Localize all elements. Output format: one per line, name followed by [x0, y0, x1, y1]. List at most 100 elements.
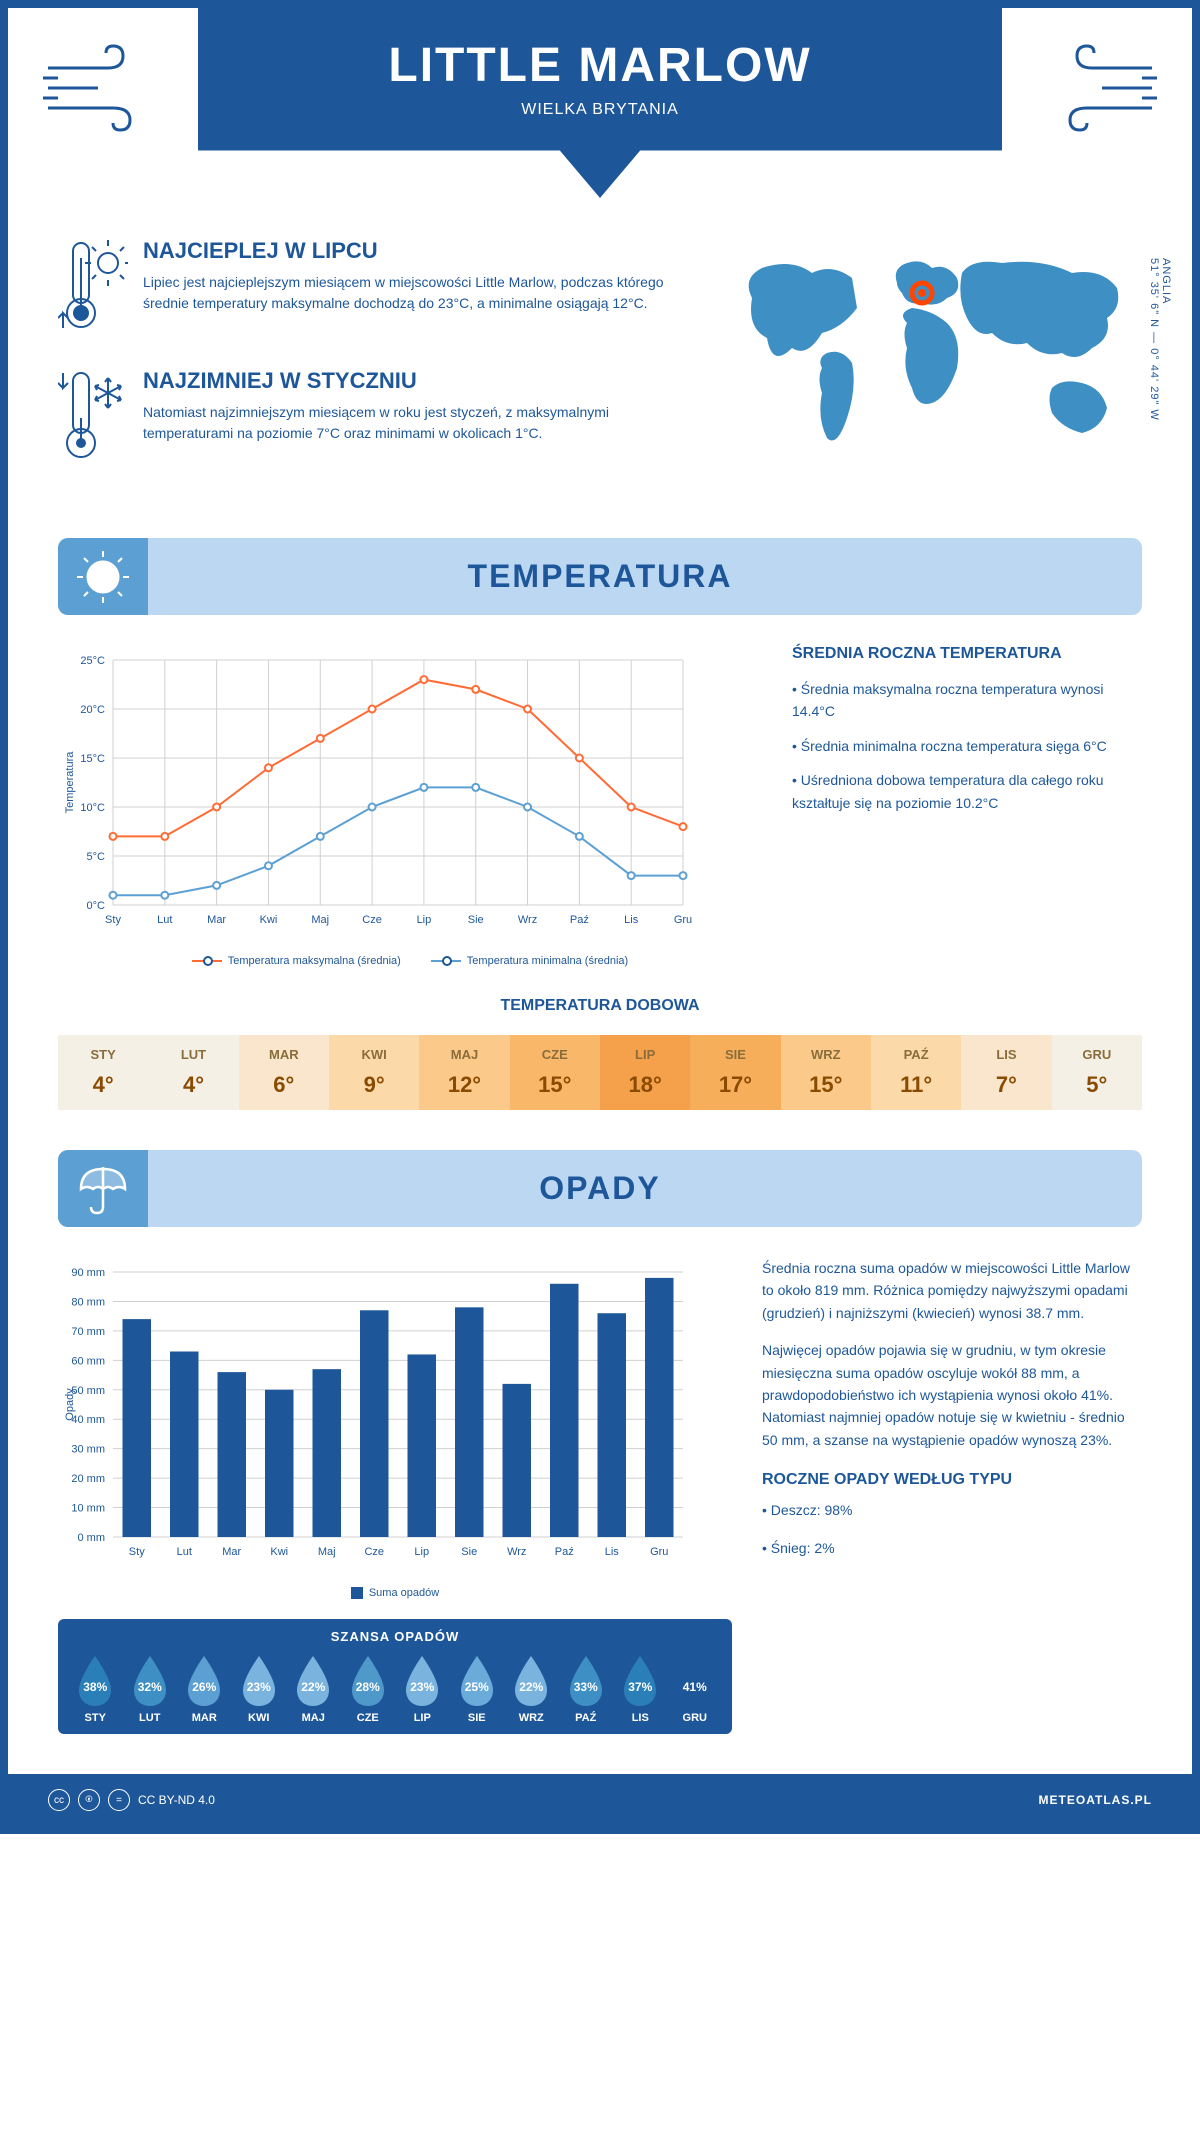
svg-text:15°C: 15°C [80, 753, 105, 765]
svg-text:Sie: Sie [461, 1546, 477, 1558]
temp-cell-month: SIE [694, 1047, 776, 1062]
annual-bullet: • Średnia minimalna roczna temperatura s… [792, 735, 1142, 757]
drop-label: SIE [452, 1712, 502, 1724]
svg-text:Maj: Maj [318, 1546, 336, 1558]
sun-icon [58, 538, 148, 615]
chance-drop: 41%GRU [670, 1654, 720, 1724]
drop-icon: 23% [400, 1654, 444, 1708]
daily-title: TEMPERATURA DOBOWA [58, 997, 1142, 1015]
svg-text:Paź: Paź [570, 914, 589, 926]
drop-icon: 41% [673, 1654, 717, 1708]
top-left: NAJCIEPLEJ W LIPCU Lipiec jest najcieple… [58, 238, 682, 498]
temp-cell-month: CZE [514, 1047, 596, 1062]
temp-cell-month: PAŹ [875, 1047, 957, 1062]
temp-chart: 0°C5°C10°C15°C20°C25°CStyLutMarKwiMajCze… [58, 645, 762, 967]
chance-drop: 26%MAR [179, 1654, 229, 1724]
coldest-title: NAJZIMNIEJ W STYCZNIU [143, 368, 682, 394]
temp-annual: ŚREDNIA ROCZNA TEMPERATURA • Średnia mak… [792, 645, 1142, 967]
chance-drop: 33%PAŹ [561, 1654, 611, 1724]
svg-text:Gru: Gru [674, 914, 692, 926]
drop-label: KWI [234, 1712, 284, 1724]
svg-text:20 mm: 20 mm [71, 1473, 105, 1485]
temp-cell-value: 4° [152, 1072, 234, 1098]
precip-section-header: OPADY [58, 1150, 1142, 1227]
svg-text:Opady: Opady [64, 1388, 76, 1421]
svg-text:20°C: 20°C [80, 704, 105, 716]
temp-cell-month: KWI [333, 1047, 415, 1062]
svg-text:Lis: Lis [605, 1546, 620, 1558]
temp-cell-month: MAR [243, 1047, 325, 1062]
temp-cell-month: WRZ [785, 1047, 867, 1062]
svg-text:Sie: Sie [468, 914, 484, 926]
coldest-block: NAJZIMNIEJ W STYCZNIU Natomiast najzimni… [58, 368, 682, 468]
svg-text:60 mm: 60 mm [71, 1355, 105, 1367]
coldest-text: Natomiast najzimniejszym miesiącem w rok… [143, 402, 682, 444]
temp-table: STY4°LUT4°MAR6°KWI9°MAJ12°CZE15°LIP18°SI… [58, 1035, 1142, 1110]
footer-site: METEOATLAS.PL [1039, 1793, 1152, 1807]
temp-cell-month: GRU [1056, 1047, 1138, 1062]
precip-chart: 0 mm10 mm20 mm30 mm40 mm50 mm60 mm70 mm8… [58, 1257, 698, 1577]
drop-icon: 38% [73, 1654, 117, 1708]
legend-min: Temperatura minimalna (średnia) [467, 955, 628, 967]
coordinates: ANGLIA 51° 35' 6" N — 0° 44' 29" W [1148, 258, 1172, 421]
temp-cell: LIS7° [961, 1035, 1051, 1110]
svg-text:Temperatura: Temperatura [64, 751, 76, 814]
type-bullet: • Deszcz: 98% [762, 1499, 1142, 1521]
page-title: LITTLE MARLOW [218, 38, 982, 93]
temp-cell: MAR6° [239, 1035, 329, 1110]
drop-icon: 22% [291, 1654, 335, 1708]
temp-cell-value: 9° [333, 1072, 415, 1098]
region-label: ANGLIA [1160, 258, 1172, 304]
footer-license: cc 🅯 = CC BY-ND 4.0 [48, 1789, 215, 1811]
annual-bullet: • Uśredniona dobowa temperatura dla całe… [792, 769, 1142, 814]
precip-legend: Suma opadów [58, 1587, 732, 1599]
precip-text1: Średnia roczna suma opadów w miejscowośc… [762, 1257, 1142, 1324]
temp-cell: CZE15° [510, 1035, 600, 1110]
temp-cell-value: 18° [604, 1072, 686, 1098]
temp-cell-value: 11° [875, 1072, 957, 1098]
temp-cell: SIE17° [690, 1035, 780, 1110]
chance-drop: 25%SIE [452, 1654, 502, 1724]
temp-heading: TEMPERATURA [78, 558, 1122, 595]
svg-text:5°C: 5°C [87, 851, 106, 863]
drop-label: STY [70, 1712, 120, 1724]
svg-text:Kwi: Kwi [270, 1546, 288, 1558]
precip-left: 0 mm10 mm20 mm30 mm40 mm50 mm60 mm70 mm8… [58, 1257, 732, 1734]
svg-text:80 mm: 80 mm [71, 1296, 105, 1308]
svg-text:10 mm: 10 mm [71, 1503, 105, 1515]
drop-label: LIP [397, 1712, 447, 1724]
temp-cell: LUT4° [148, 1035, 238, 1110]
svg-text:10°C: 10°C [80, 802, 105, 814]
precip-legend-label: Suma opadów [369, 1587, 439, 1599]
precip-text2: Najwięcej opadów pojawia się w grudniu, … [762, 1339, 1142, 1451]
chance-drop: 32%LUT [125, 1654, 175, 1724]
header-banner: LITTLE MARLOW WIELKA BRYTANIA [198, 8, 1002, 198]
temp-cell-month: LIP [604, 1047, 686, 1062]
license-text: CC BY-ND 4.0 [138, 1793, 215, 1807]
svg-text:Wrz: Wrz [518, 914, 537, 926]
world-map-icon [722, 238, 1142, 488]
chance-drop: 23%KWI [234, 1654, 284, 1724]
by-icon: 🅯 [78, 1789, 100, 1811]
drop-icon: 22% [509, 1654, 553, 1708]
drop-label: WRZ [506, 1712, 556, 1724]
chance-drop: 22% WRZ [506, 1654, 556, 1724]
footer: cc 🅯 = CC BY-ND 4.0 METEOATLAS.PL [8, 1774, 1192, 1826]
chance-title: SZANSA OPADÓW [68, 1629, 722, 1644]
svg-text:Wrz: Wrz [507, 1546, 526, 1558]
map-area: ANGLIA 51° 35' 6" N — 0° 44' 29" W [722, 238, 1142, 498]
temp-cell: GRU5° [1052, 1035, 1142, 1110]
temp-cell-value: 15° [785, 1072, 867, 1098]
temp-cell: KWI 9° [329, 1035, 419, 1110]
svg-text:Kwi: Kwi [260, 914, 278, 926]
legend-max: Temperatura maksymalna (średnia) [228, 955, 401, 967]
warmest-block: NAJCIEPLEJ W LIPCU Lipiec jest najcieple… [58, 238, 682, 338]
chance-drop: 23% LIP [397, 1654, 447, 1724]
precip-right: Średnia roczna suma opadów w miejscowośc… [762, 1257, 1142, 1734]
svg-text:Mar: Mar [207, 914, 226, 926]
svg-text:90 mm: 90 mm [71, 1267, 105, 1279]
precip-type-title: ROCZNE OPADY WEDŁUG TYPU [762, 1471, 1142, 1489]
drop-icon: 37% [618, 1654, 662, 1708]
temp-cell: STY4° [58, 1035, 148, 1110]
thermometer-sun-icon [58, 238, 128, 338]
